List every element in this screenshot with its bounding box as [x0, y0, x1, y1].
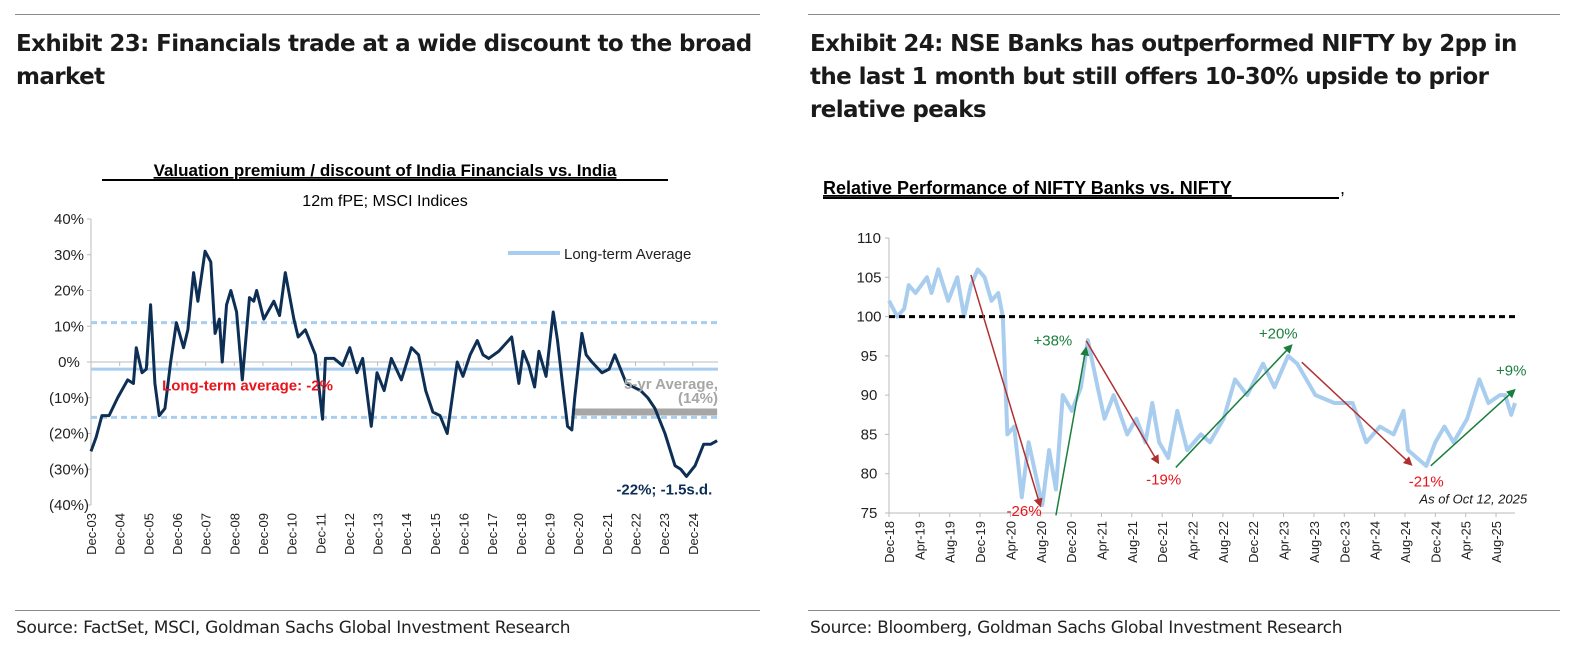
x-tick-label: Dec-23 [657, 513, 672, 555]
source-rule [808, 610, 1560, 611]
change-annotation: +20% [1259, 326, 1298, 343]
y-tick-label: 30% [54, 247, 84, 264]
source-rule [15, 610, 760, 611]
change-annotation: -26% [1007, 503, 1042, 520]
x-tick-label: Dec-09 [256, 513, 271, 555]
x-tick-label: Dec-04 [113, 513, 128, 555]
x-tick-label: Dec-03 [84, 513, 99, 555]
x-tick-label: Dec-14 [399, 513, 414, 555]
x-tick-label: Aug-25 [1489, 521, 1504, 563]
x-tick-label: Dec-16 [457, 513, 472, 555]
exhibit-24-title: Exhibit 24: NSE Banks has outperformed N… [810, 31, 1517, 123]
y-tick-label: 20% [54, 283, 84, 300]
y-tick-label: (30%) [49, 461, 89, 478]
trend-arrow-line [1175, 348, 1289, 468]
x-tick-label: Dec-19 [543, 513, 558, 555]
x-tick-label: Apr-19 [912, 521, 927, 560]
x-tick-label: Dec-24 [1428, 521, 1443, 563]
top-rule [15, 14, 760, 15]
x-tick-label: Dec-18 [514, 513, 529, 555]
x-tick-label: Dec-17 [485, 513, 500, 555]
change-annotation: +9% [1496, 363, 1526, 380]
arrow-head-icon [1283, 344, 1293, 354]
chart-title: Relative Performance of NIFTY Banks vs. … [823, 178, 1232, 198]
trend-arrow-line [1430, 393, 1511, 467]
x-tick-label: Dec-20 [1064, 521, 1079, 563]
arrow-head-icon [1402, 456, 1413, 466]
y-tick-label: 0% [58, 354, 80, 371]
chart-subtitle: 12m fPE; MSCI Indices [302, 193, 467, 210]
exhibit-24-source: Source: Bloomberg, Goldman Sachs Global … [810, 618, 1343, 638]
valuation-series-line [89, 249, 718, 478]
x-tick-label: Apr-24 [1368, 521, 1383, 560]
y-tick-label: 80 [861, 466, 878, 483]
x-tick-label: Apr-20 [1003, 521, 1018, 560]
trend-arrow-line [1301, 361, 1408, 462]
x-tick-label: Aug-20 [1034, 521, 1049, 563]
x-tick-label: Dec-21 [600, 513, 615, 555]
x-tick-label: Dec-21 [1155, 521, 1170, 563]
x-tick-label: Dec-18 [882, 521, 897, 563]
chart-title: Valuation premium / discount of India Fi… [154, 161, 617, 180]
arrow-head-icon [1150, 454, 1160, 465]
y-tick-label: 40% [54, 211, 84, 228]
x-tick-label: Dec-22 [1246, 521, 1261, 563]
trend-arrow-line [1055, 353, 1086, 516]
y-tick-label: 110 [857, 230, 881, 247]
x-tick-label: Aug-23 [1307, 521, 1322, 563]
x-tick-label: Apr-23 [1277, 521, 1292, 560]
x-tick-label: Apr-22 [1186, 521, 1201, 560]
annotation: Long-term average: -2% [162, 378, 333, 395]
arrow-head-icon [1080, 346, 1090, 357]
x-tick-label: Dec-19 [973, 521, 988, 563]
x-tick-label: Dec-12 [342, 513, 357, 555]
change-annotation: -21% [1409, 473, 1444, 490]
as-of-date-note: As of Oct 12, 2025 [1418, 492, 1527, 507]
legend-label: Long-term Average [564, 246, 691, 263]
x-tick-label: Dec-11 [313, 513, 328, 554]
x-tick-label: Dec-08 [227, 513, 242, 555]
x-tick-label: Apr-21 [1094, 521, 1109, 560]
y-tick-label: 95 [861, 348, 878, 365]
x-tick-label: Aug-24 [1398, 521, 1413, 563]
y-tick-label: 10% [54, 318, 84, 335]
trend-arrow-line [1085, 340, 1157, 459]
y-tick-label: 105 [856, 269, 881, 286]
chart-title-suffix: , [1340, 178, 1345, 198]
x-tick-label: Dec-05 [141, 513, 156, 555]
change-annotation: +38% [1033, 333, 1072, 350]
exhibit-23-source: Source: FactSet, MSCI, Goldman Sachs Glo… [16, 618, 571, 638]
x-tick-label: Dec-24 [686, 513, 701, 555]
top-rule [808, 14, 1560, 15]
x-tick-label: Dec-10 [285, 513, 300, 555]
exhibit-23-title: Exhibit 23: Financials trade at a wide d… [16, 31, 752, 90]
x-tick-label: Dec-23 [1337, 521, 1352, 563]
x-tick-label: Dec-07 [199, 513, 214, 555]
x-tick-label: Apr-25 [1459, 521, 1474, 560]
y-tick-label: 75 [861, 505, 878, 522]
trend-arrow-line [970, 274, 1040, 501]
annotation: -22%; -1.5s.d. [616, 481, 712, 498]
x-tick-label: Aug-22 [1216, 521, 1231, 563]
annotation: 5-yr Average, [624, 376, 718, 393]
x-tick-label: Dec-15 [428, 513, 443, 555]
arrow-head-icon [1033, 497, 1043, 508]
relative-performance-line [887, 267, 1517, 508]
arrow-head-icon [1506, 388, 1516, 399]
x-tick-label: Dec-20 [571, 513, 586, 555]
y-tick-label: 100 [856, 309, 881, 326]
change-annotation: -19% [1146, 472, 1181, 489]
x-tick-label: Aug-21 [1125, 521, 1140, 563]
y-tick-label: (20%) [49, 426, 89, 443]
annotation: (14%) [678, 390, 718, 407]
x-tick-label: Dec-13 [371, 513, 386, 555]
x-tick-label: Dec-22 [628, 513, 643, 555]
y-tick-label: 85 [861, 426, 878, 443]
x-tick-label: Aug-19 [943, 521, 958, 563]
x-tick-label: Dec-06 [170, 513, 185, 555]
y-tick-label: (40%) [49, 497, 89, 514]
y-tick-label: 90 [861, 387, 878, 404]
y-tick-label: (10%) [49, 390, 89, 407]
